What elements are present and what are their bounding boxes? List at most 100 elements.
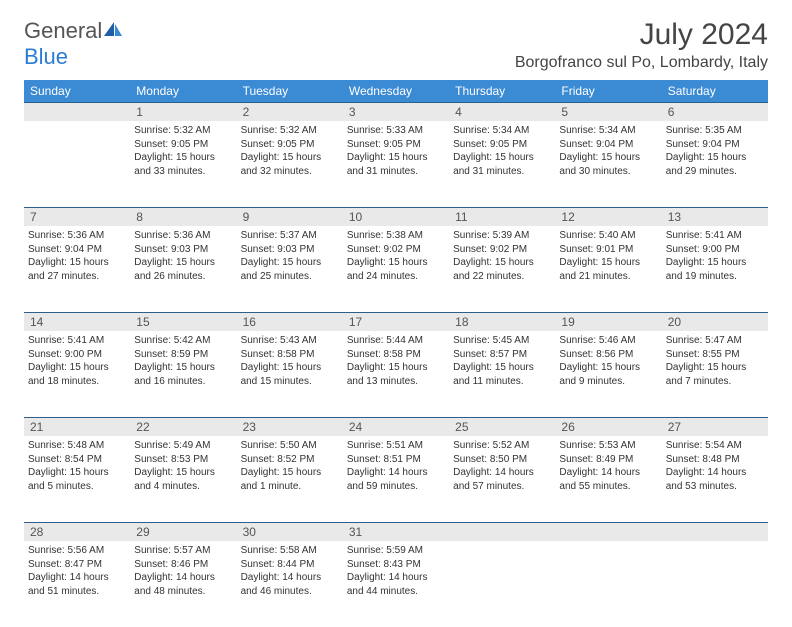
cell-line: and 53 minutes. — [666, 480, 764, 494]
day-number — [555, 523, 661, 541]
cell-line: Daylight: 14 hours — [28, 571, 126, 585]
day-number: 6 — [662, 103, 768, 121]
cell-line: Sunset: 8:44 PM — [241, 558, 339, 572]
cell-line: Sunrise: 5:59 AM — [347, 544, 445, 558]
month-title: July 2024 — [515, 18, 768, 52]
day-number: 13 — [662, 208, 768, 226]
cell-line: Daylight: 15 hours — [666, 256, 764, 270]
day-header: Saturday — [662, 80, 768, 102]
weeks-container: 123456Sunrise: 5:32 AMSunset: 9:05 PMDay… — [24, 102, 768, 627]
cell-line: Daylight: 15 hours — [347, 361, 445, 375]
day-number: 18 — [449, 313, 555, 331]
cell-line: Daylight: 15 hours — [559, 256, 657, 270]
day-cell: Sunrise: 5:41 AMSunset: 9:00 PMDaylight:… — [662, 226, 768, 312]
day-cell: Sunrise: 5:34 AMSunset: 9:05 PMDaylight:… — [449, 121, 555, 207]
day-cell: Sunrise: 5:35 AMSunset: 9:04 PMDaylight:… — [662, 121, 768, 207]
day-header: Wednesday — [343, 80, 449, 102]
day-cell: Sunrise: 5:38 AMSunset: 9:02 PMDaylight:… — [343, 226, 449, 312]
cell-line: Sunrise: 5:44 AM — [347, 334, 445, 348]
day-cell: Sunrise: 5:33 AMSunset: 9:05 PMDaylight:… — [343, 121, 449, 207]
cell-line: Sunset: 8:58 PM — [241, 348, 339, 362]
cell-line: Sunrise: 5:40 AM — [559, 229, 657, 243]
cell-line: Sunrise: 5:57 AM — [134, 544, 232, 558]
cell-line: and 5 minutes. — [28, 480, 126, 494]
day-cell: Sunrise: 5:36 AMSunset: 9:04 PMDaylight:… — [24, 226, 130, 312]
day-cell — [449, 541, 555, 627]
cell-line: Sunrise: 5:36 AM — [134, 229, 232, 243]
cell-line: Sunset: 8:50 PM — [453, 453, 551, 467]
day-cell: Sunrise: 5:48 AMSunset: 8:54 PMDaylight:… — [24, 436, 130, 522]
day-headers: SundayMondayTuesdayWednesdayThursdayFrid… — [24, 80, 768, 102]
day-number — [24, 103, 130, 121]
cell-line: Sunset: 9:05 PM — [453, 138, 551, 152]
cell-line: and 44 minutes. — [347, 585, 445, 599]
cell-line: Daylight: 15 hours — [559, 361, 657, 375]
cell-line: Daylight: 15 hours — [241, 151, 339, 165]
cell-line: Sunrise: 5:50 AM — [241, 439, 339, 453]
cell-line: Daylight: 15 hours — [134, 466, 232, 480]
cell-line: Sunrise: 5:41 AM — [666, 229, 764, 243]
day-number: 9 — [237, 208, 343, 226]
cell-line: Sunset: 8:48 PM — [666, 453, 764, 467]
title-block: July 2024 Borgofranco sul Po, Lombardy, … — [515, 18, 768, 72]
day-number: 10 — [343, 208, 449, 226]
cell-line: Sunset: 9:04 PM — [666, 138, 764, 152]
day-header: Thursday — [449, 80, 555, 102]
day-cell: Sunrise: 5:46 AMSunset: 8:56 PMDaylight:… — [555, 331, 661, 417]
cell-line: Daylight: 15 hours — [134, 361, 232, 375]
cell-line: Sunrise: 5:35 AM — [666, 124, 764, 138]
cell-line: Sunset: 8:58 PM — [347, 348, 445, 362]
day-cell: Sunrise: 5:32 AMSunset: 9:05 PMDaylight:… — [130, 121, 236, 207]
cell-line: Sunrise: 5:39 AM — [453, 229, 551, 243]
cell-line: Sunset: 8:51 PM — [347, 453, 445, 467]
cell-line: Daylight: 15 hours — [134, 256, 232, 270]
week-row: Sunrise: 5:32 AMSunset: 9:05 PMDaylight:… — [24, 121, 768, 207]
cell-line: Sunrise: 5:48 AM — [28, 439, 126, 453]
cell-line: and 24 minutes. — [347, 270, 445, 284]
cell-line: Sunrise: 5:46 AM — [559, 334, 657, 348]
day-cell: Sunrise: 5:52 AMSunset: 8:50 PMDaylight:… — [449, 436, 555, 522]
day-number: 29 — [130, 523, 236, 541]
day-cell: Sunrise: 5:40 AMSunset: 9:01 PMDaylight:… — [555, 226, 661, 312]
day-cell: Sunrise: 5:50 AMSunset: 8:52 PMDaylight:… — [237, 436, 343, 522]
cell-line: Daylight: 15 hours — [134, 151, 232, 165]
cell-line: Sunrise: 5:52 AM — [453, 439, 551, 453]
day-cell — [662, 541, 768, 627]
day-cell: Sunrise: 5:57 AMSunset: 8:46 PMDaylight:… — [130, 541, 236, 627]
cell-line: Daylight: 14 hours — [134, 571, 232, 585]
day-number: 31 — [343, 523, 449, 541]
cell-line: Daylight: 14 hours — [347, 466, 445, 480]
day-number: 17 — [343, 313, 449, 331]
day-number: 11 — [449, 208, 555, 226]
week-row: Sunrise: 5:48 AMSunset: 8:54 PMDaylight:… — [24, 436, 768, 522]
cell-line: Daylight: 14 hours — [559, 466, 657, 480]
day-cell: Sunrise: 5:53 AMSunset: 8:49 PMDaylight:… — [555, 436, 661, 522]
cell-line: Daylight: 15 hours — [666, 151, 764, 165]
day-cell: Sunrise: 5:54 AMSunset: 8:48 PMDaylight:… — [662, 436, 768, 522]
day-number: 2 — [237, 103, 343, 121]
day-number: 26 — [555, 418, 661, 436]
day-cell: Sunrise: 5:58 AMSunset: 8:44 PMDaylight:… — [237, 541, 343, 627]
week-row: Sunrise: 5:41 AMSunset: 9:00 PMDaylight:… — [24, 331, 768, 417]
cell-line: Sunset: 8:47 PM — [28, 558, 126, 572]
day-number: 27 — [662, 418, 768, 436]
cell-line: Daylight: 15 hours — [453, 151, 551, 165]
cell-line: Sunset: 9:02 PM — [347, 243, 445, 257]
cell-line: Daylight: 15 hours — [241, 466, 339, 480]
cell-line: and 30 minutes. — [559, 165, 657, 179]
cell-line: Sunset: 9:04 PM — [559, 138, 657, 152]
cell-line: and 29 minutes. — [666, 165, 764, 179]
cell-line: and 33 minutes. — [134, 165, 232, 179]
cell-line: Daylight: 15 hours — [453, 361, 551, 375]
cell-line: and 9 minutes. — [559, 375, 657, 389]
daynum-row: 123456 — [24, 102, 768, 121]
cell-line: and 16 minutes. — [134, 375, 232, 389]
cell-line: and 57 minutes. — [453, 480, 551, 494]
cell-line: Sunrise: 5:49 AM — [134, 439, 232, 453]
logo-text: GeneralBlue — [24, 18, 124, 70]
cell-line: and 4 minutes. — [134, 480, 232, 494]
day-cell: Sunrise: 5:32 AMSunset: 9:05 PMDaylight:… — [237, 121, 343, 207]
daynum-row: 21222324252627 — [24, 417, 768, 436]
day-cell: Sunrise: 5:41 AMSunset: 9:00 PMDaylight:… — [24, 331, 130, 417]
cell-line: Sunrise: 5:34 AM — [559, 124, 657, 138]
